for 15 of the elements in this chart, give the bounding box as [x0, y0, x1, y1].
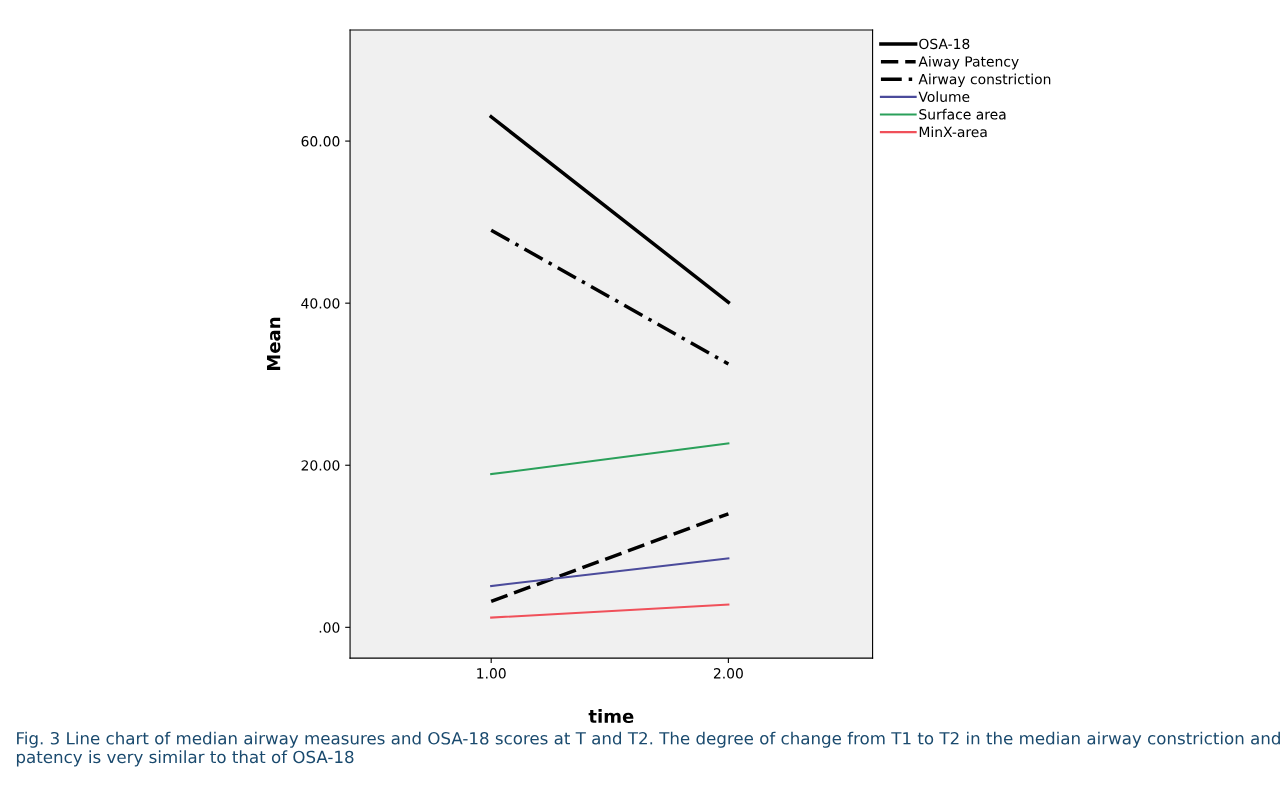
legend-label: MinX-area — [919, 126, 987, 138]
legend-label: Aiway Patency — [918, 56, 1019, 70]
y-tick-label: .00 — [319, 622, 340, 633]
y-tick-label: 40.00 — [301, 298, 340, 309]
legend-label: Airway constriction — [918, 73, 1051, 88]
x-tick-label: 1.00 — [477, 668, 506, 679]
y-tick-label: 20.00 — [301, 460, 340, 471]
legend-label: Surface area — [919, 108, 1006, 120]
x-axis-title: time — [588, 709, 634, 724]
caption: Fig. 3 Line chart of median airway measures and OSA-18 scores at T and T2. The degree of change from T1 to T2 in the median airway constriction and patency is very similar to that of OSA-18 — [16, 731, 1280, 767]
legend-label: OSA-18 — [919, 38, 970, 50]
y-tick-label: 60.00 — [301, 136, 340, 147]
x-tick-label: 2.00 — [713, 668, 743, 679]
legend-label: Volume — [918, 91, 970, 102]
y-axis-title: Mean — [267, 317, 281, 371]
